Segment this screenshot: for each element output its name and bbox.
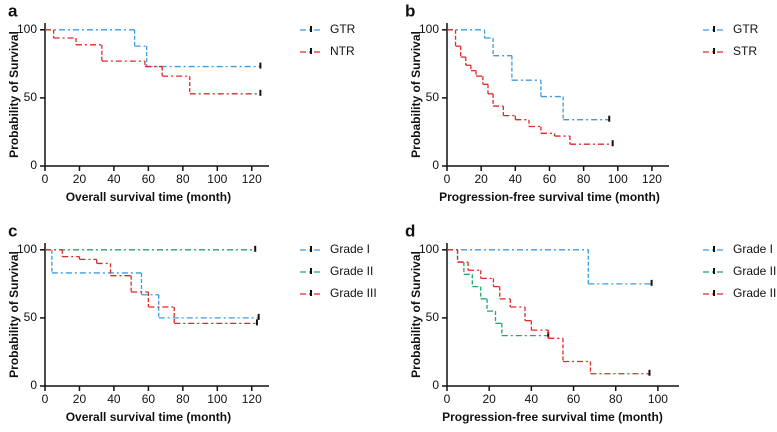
x-tick-label: 40 [509,172,523,186]
x-axis-label: Overall survival time (month) [66,410,231,424]
x-tick-label: 40 [107,392,121,406]
y-tick-label: 50 [426,90,440,104]
legend-label: Grade II [330,264,373,278]
x-tick-label: 60 [142,392,156,406]
x-tick-label: 80 [577,172,591,186]
x-tick-label: 120 [242,172,262,186]
x-tick-label: 120 [642,172,662,186]
panel-label: b [405,1,415,20]
x-tick-label: 80 [609,392,623,406]
y-tick-label: 100 [419,242,439,256]
legend-label: Grade I [733,242,773,256]
panel-label: c [8,221,17,240]
y-tick-label: 50 [426,310,440,324]
x-axis-label: Progression-free survival time (month) [442,410,663,424]
y-axis-label: Probability of Survival [409,251,423,378]
y-axis-label: Probability of Survival [409,31,423,158]
x-tick-label: 120 [242,392,262,406]
x-tick-label: 80 [176,172,190,186]
x-tick-label: 0 [444,392,451,406]
y-tick-label: 50 [24,310,38,324]
x-tick-label: 20 [73,392,87,406]
y-tick-label: 0 [30,158,37,172]
x-tick-label: 100 [207,392,227,406]
x-tick-label: 100 [207,172,227,186]
y-axis-label: Probability of Survival [7,251,21,378]
x-tick-label: 0 [444,172,451,186]
x-tick-label: 100 [648,392,668,406]
legend-label: GTR [733,22,759,36]
x-axis-label: Progression-free survival time (month) [439,190,660,204]
x-tick-label: 20 [483,392,497,406]
y-axis-label: Probability of Survival [7,31,21,158]
x-tick-label: 0 [42,172,49,186]
y-tick-label: 100 [419,22,439,36]
y-tick-label: 100 [17,242,37,256]
x-tick-label: 40 [525,392,539,406]
legend-label: Grade III [330,286,377,300]
x-tick-label: 60 [142,172,156,186]
legend-label: Grade I [330,242,370,256]
x-tick-label: 80 [176,392,190,406]
x-tick-label: 40 [107,172,121,186]
x-axis-label: Overall survival time (month) [66,190,231,204]
x-tick-label: 0 [42,392,49,406]
panel-label: a [8,1,18,20]
x-tick-label: 60 [567,392,581,406]
y-tick-label: 0 [30,378,37,392]
y-tick-label: 0 [432,378,439,392]
y-tick-label: 50 [24,90,38,104]
legend-label: Grade III [733,286,777,300]
x-tick-label: 100 [608,172,628,186]
x-tick-label: 60 [543,172,557,186]
legend-label: GTR [330,22,356,36]
x-tick-label: 20 [73,172,87,186]
legend-label: STR [733,44,757,58]
panel-label: d [405,221,415,240]
x-tick-label: 20 [474,172,488,186]
legend-label: Grade II [733,264,776,278]
y-tick-label: 100 [17,22,37,36]
y-tick-label: 0 [432,158,439,172]
legend-label: NTR [330,44,355,58]
